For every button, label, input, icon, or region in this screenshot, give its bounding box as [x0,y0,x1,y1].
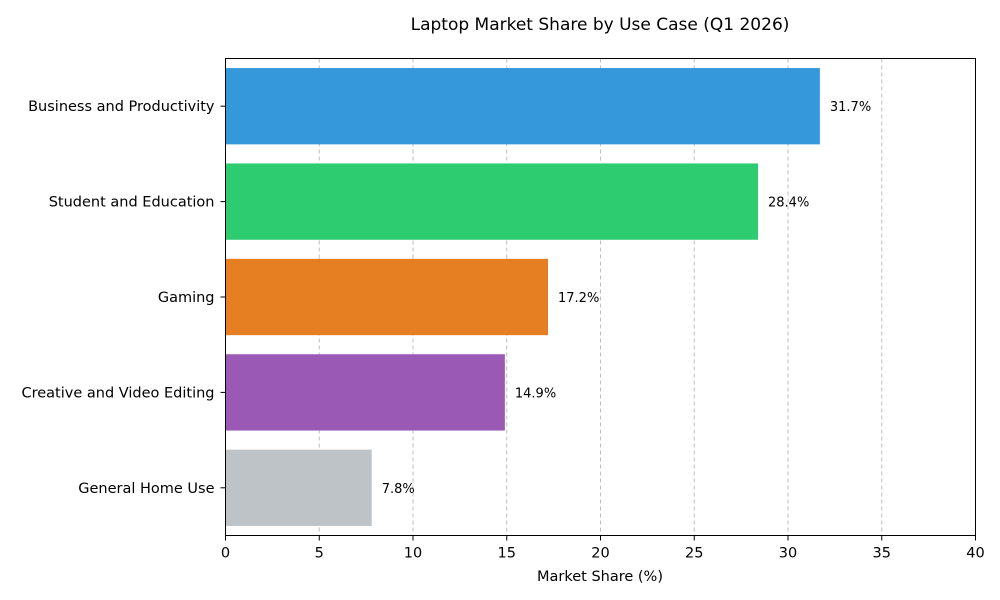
x-tick-label: 35 [873,546,891,562]
value-label: 14.9% [515,386,556,401]
bar [225,354,505,431]
x-axis-label: Market Share (%) [537,569,663,585]
category-label: Student and Education [49,195,215,211]
x-tick-label: 0 [221,546,230,562]
chart-title: Laptop Market Share by Use Case (Q1 2026… [411,15,790,35]
x-axis-ticks: 0 5 10 15 20 25 30 35 40 [221,535,985,562]
category-label: Business and Productivity [28,99,215,115]
bar [225,258,548,336]
bar [225,68,820,145]
x-tick-label: 20 [591,546,609,562]
x-tick-label: 15 [498,546,516,562]
x-tick-label: 25 [685,546,703,562]
bar [225,449,372,526]
category-label: Gaming [158,290,215,306]
x-tick-label: 5 [315,546,324,562]
x-tick-label: 40 [966,546,984,562]
x-tick-label: 10 [404,546,422,562]
value-label: 7.8% [382,482,415,497]
bars [225,68,820,526]
value-label: 31.7% [830,100,871,115]
value-label: 17.2% [558,291,599,306]
category-labels: Business and Productivity Student and Edu… [21,99,226,497]
x-tick-label: 30 [779,546,797,562]
value-label: 28.4% [768,196,809,211]
bar [225,163,758,240]
category-label: General Home Use [78,481,214,497]
category-label: Creative and Video Editing [21,385,214,401]
value-labels: 31.7% 28.4% 17.2% 14.9% 7.8% [382,100,871,497]
